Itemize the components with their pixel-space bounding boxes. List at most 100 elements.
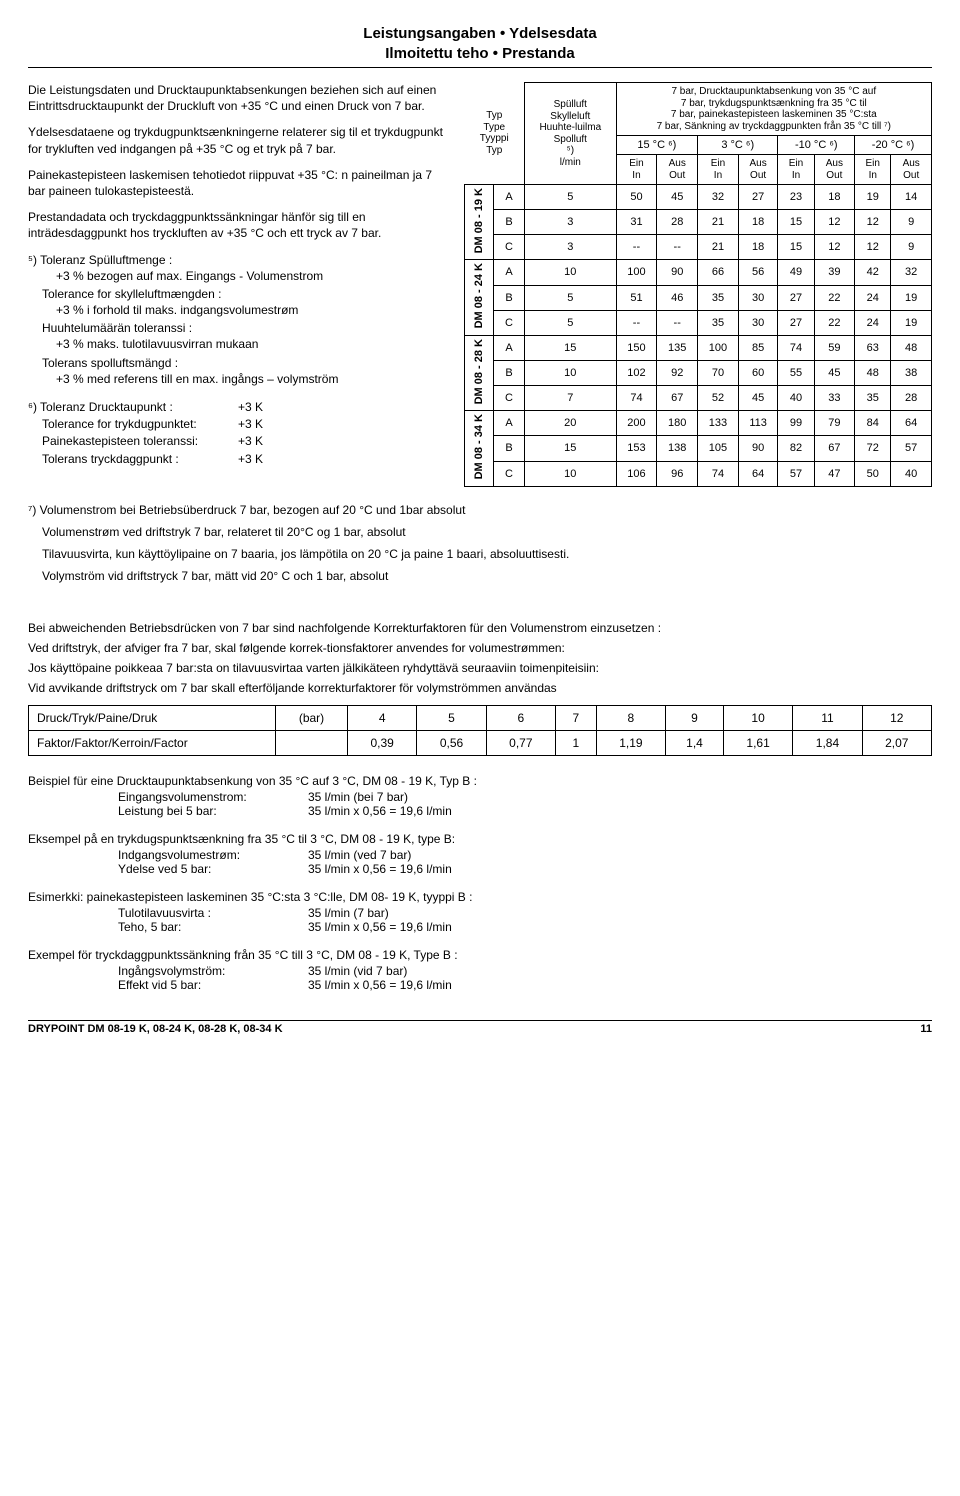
title-rule — [28, 67, 932, 68]
data-cell: 30 — [738, 285, 778, 310]
out-de: Aus — [743, 158, 774, 170]
purge-da: Skylleluft — [529, 111, 612, 123]
ex4-r1k: Ingångsvolymström: — [118, 964, 308, 978]
purge-unit: ⁵) — [529, 145, 612, 157]
model-cell: DM 08 - 34 K — [465, 411, 494, 486]
ex2-r2v: 35 l/min x 0,56 = 19,6 l/min — [308, 862, 452, 876]
out-1: AusOut — [657, 155, 698, 185]
data-cell: 92 — [657, 360, 698, 385]
table-row: DM 08 - 24 KA1010090665649394232 — [465, 260, 932, 285]
temp-4: -20 °C ⁶) — [855, 136, 932, 155]
table-row: B3312821181512129 — [465, 210, 932, 235]
cf-val-5: 1,4 — [666, 730, 724, 755]
type-da: Type — [469, 122, 521, 134]
data-cell: 74 — [698, 461, 739, 486]
data-cell: 45 — [814, 360, 855, 385]
data-cell: 5 — [525, 285, 617, 310]
data-cell: 90 — [738, 436, 778, 461]
data-cell: -- — [657, 310, 698, 335]
data-cell: 42 — [855, 260, 891, 285]
data-cell: 33 — [814, 386, 855, 411]
data-cell: 12 — [855, 210, 891, 235]
data-cell: 24 — [855, 285, 891, 310]
cf-bar-7: 11 — [793, 705, 862, 730]
data-cell: 12 — [814, 210, 855, 235]
data-cell: 48 — [891, 335, 932, 360]
data-cell: 9 — [891, 235, 932, 260]
intro-2: Ved driftstryk, der afviger fra 7 bar, s… — [28, 641, 932, 655]
purge-unit2: l/min — [529, 157, 612, 169]
temp-2: 3 °C ⁶) — [698, 136, 778, 155]
table-row: C1010696746457475040 — [465, 461, 932, 486]
fn6-row-2: Tolerance for trykdugpunktet: +3 K — [28, 416, 446, 432]
ex3-r1v: 35 l/min (7 bar) — [308, 906, 389, 920]
fn5-l6: Tolerans spolluftsmängd : — [28, 355, 446, 371]
ex1-r2k: Leistung bei 5 bar: — [118, 804, 308, 818]
data-cell: 48 — [855, 360, 891, 385]
para-de: Die Leistungsdaten und Drucktaupunktabse… — [28, 82, 446, 114]
data-cell: 180 — [657, 411, 698, 436]
out-en: Out — [819, 170, 851, 182]
data-cell: 63 — [855, 335, 891, 360]
out-de: Aus — [819, 158, 851, 170]
type-cell: A — [494, 185, 525, 210]
cf-val-4: 1,19 — [596, 730, 665, 755]
data-cell: 47 — [814, 461, 855, 486]
data-cell: 100 — [616, 260, 657, 285]
intro-4: Vid avvikande driftstryck om 7 bar skall… — [28, 681, 932, 695]
data-cell: 50 — [616, 185, 657, 210]
title-line-1: Leistungsangaben • Ydelsesdata — [28, 24, 932, 44]
data-cell: 5 — [525, 185, 617, 210]
type-cell: B — [494, 285, 525, 310]
table-row: B151531381059082677257 — [465, 436, 932, 461]
model-label: DM 08 - 28 K — [473, 339, 485, 404]
ex2-r1k: Indgangsvolumestrøm: — [118, 848, 308, 862]
ex4-head: Exempel för tryckdaggpunktssänkning från… — [28, 948, 932, 962]
data-cell: 12 — [814, 235, 855, 260]
type-cell: B — [494, 436, 525, 461]
data-cell: 72 — [855, 436, 891, 461]
perf-header-row-1: Typ Type Tyyppi Typ Spülluft Skylleluft … — [465, 83, 932, 136]
in-2: EinIn — [698, 155, 739, 185]
data-cell: 30 — [738, 310, 778, 335]
fn5-l3: +3 % i forhold til maks. indgangsvolumes… — [28, 302, 446, 318]
data-cell: 59 — [814, 335, 855, 360]
in-en: In — [702, 170, 734, 182]
data-cell: 7 — [525, 386, 617, 411]
para-sv: Prestandadata och tryckdaggpunktssänknin… — [28, 209, 446, 241]
data-cell: -- — [616, 310, 657, 335]
cf-val-1: 0,56 — [417, 730, 486, 755]
fn6-row-1: ⁶) Toleranz Drucktaupunkt : +3 K — [28, 399, 446, 415]
type-sv: Typ — [469, 145, 521, 157]
data-cell: 15 — [778, 210, 814, 235]
data-cell: 15 — [525, 436, 617, 461]
top-section: Die Leistungsdaten und Drucktaupunktabse… — [28, 82, 932, 487]
fn7-4: Volymström vid driftstryck 7 bar, mätt v… — [28, 569, 932, 583]
page-footer: DRYPOINT DM 08-19 K, 08-24 K, 08-28 K, 0… — [28, 1020, 932, 1035]
header-note-2: 7 bar, trykdugspunktsænkning fra 35 °C t… — [621, 98, 927, 110]
data-cell: 57 — [891, 436, 932, 461]
data-cell: 18 — [738, 210, 778, 235]
data-cell: 51 — [616, 285, 657, 310]
ex2-r2k: Ydelse ved 5 bar: — [118, 862, 308, 876]
type-cell: B — [494, 210, 525, 235]
data-cell: 28 — [891, 386, 932, 411]
data-cell: 35 — [698, 285, 739, 310]
fn7-3: Tilavuusvirta, kun käyttöylipaine on 7 b… — [28, 547, 932, 561]
data-cell: -- — [657, 235, 698, 260]
para-da: Ydelsesdataene og trykdugpunktsænkninger… — [28, 124, 446, 156]
data-cell: 19 — [855, 185, 891, 210]
data-cell: 102 — [616, 360, 657, 385]
in-en: In — [621, 170, 653, 182]
purge-fi: Huuhte-luilma — [529, 122, 612, 134]
fn5-l4: Huuhtelumäärän toleranssi : — [28, 320, 446, 336]
fn5-l7: +3 % med referens till en max. ingångs –… — [28, 371, 446, 387]
fn7-1: ⁷) Volumenstrom bei Betriebsüberdruck 7 … — [28, 503, 932, 517]
cf-bar-8: 12 — [862, 705, 931, 730]
data-cell: 40 — [778, 386, 814, 411]
ex4-r2v: 35 l/min x 0,56 = 19,6 l/min — [308, 978, 452, 992]
data-cell: 40 — [891, 461, 932, 486]
data-cell: 3 — [525, 235, 617, 260]
model-cell: DM 08 - 19 K — [465, 185, 494, 260]
data-cell: 135 — [657, 335, 698, 360]
